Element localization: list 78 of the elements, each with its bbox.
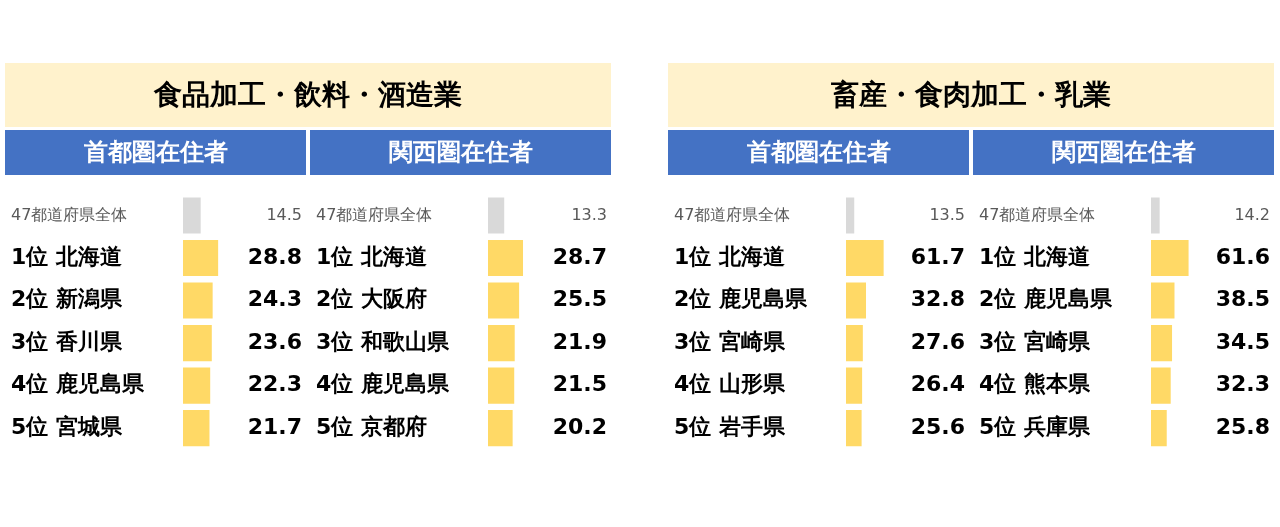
data-label: 61.7 bbox=[910, 243, 965, 269]
data-label: 14.2 bbox=[1234, 204, 1270, 224]
bar bbox=[488, 367, 515, 404]
bar bbox=[846, 239, 884, 277]
y-tick-label: 2位 新潟県 bbox=[11, 286, 123, 312]
data-label: 24.3 bbox=[247, 286, 302, 312]
chart-subtitle: 関西圏在住者 bbox=[973, 130, 1274, 175]
bar bbox=[1151, 282, 1175, 319]
data-label: 26.4 bbox=[910, 371, 965, 397]
y-tick-label: 47都道府県全体 bbox=[674, 204, 791, 224]
data-label: 28.7 bbox=[552, 243, 607, 269]
chart-subtitle: 首都圏在住者 bbox=[668, 130, 969, 175]
bar bbox=[183, 410, 210, 447]
data-label: 21.9 bbox=[552, 328, 607, 354]
data-label: 25.8 bbox=[1215, 413, 1270, 439]
data-label: 14.5 bbox=[266, 204, 302, 224]
bar bbox=[488, 282, 520, 319]
bar bbox=[1151, 367, 1171, 404]
chart-subtitle: 首都圏在住者 bbox=[5, 130, 306, 175]
y-tick-label: 5位 宮城県 bbox=[11, 413, 123, 439]
bar bbox=[488, 239, 524, 277]
y-tick-label: 5位 京都府 bbox=[316, 413, 427, 439]
y-tick-label: 4位 山形県 bbox=[674, 371, 786, 397]
bar bbox=[183, 239, 219, 277]
bar bbox=[846, 367, 863, 404]
y-tick-label: 1位 北海道 bbox=[674, 243, 785, 269]
y-tick-label: 2位 鹿児島県 bbox=[674, 286, 808, 312]
bar bbox=[488, 410, 513, 447]
data-label: 34.5 bbox=[1215, 328, 1270, 354]
bar bbox=[183, 282, 213, 319]
y-tick-label: 47都道府県全体 bbox=[316, 204, 433, 224]
data-label: 38.5 bbox=[1215, 286, 1270, 312]
bar bbox=[1151, 324, 1173, 362]
data-label: 25.6 bbox=[910, 413, 965, 439]
data-label: 21.7 bbox=[247, 413, 302, 439]
bar bbox=[488, 324, 515, 362]
y-tick-label: 1位 北海道 bbox=[11, 243, 122, 269]
text: 食品加工・飲料・酒造業 bbox=[5, 63, 611, 127]
y-tick-label: 1位 北海道 bbox=[979, 243, 1090, 269]
bar bbox=[183, 197, 201, 234]
bar bbox=[846, 197, 855, 234]
y-tick-label: 3位 宮崎県 bbox=[674, 328, 786, 354]
y-tick-label: 5位 兵庫県 bbox=[979, 413, 1091, 439]
y-tick-label: 4位 鹿児島県 bbox=[316, 371, 450, 397]
bar bbox=[488, 197, 505, 234]
data-label: 32.3 bbox=[1215, 371, 1270, 397]
data-label: 21.5 bbox=[552, 371, 607, 397]
data-label: 25.5 bbox=[552, 286, 607, 312]
bar bbox=[1151, 239, 1189, 277]
y-tick-label: 2位 大阪府 bbox=[316, 286, 427, 312]
y-tick-label: 2位 鹿児島県 bbox=[979, 286, 1113, 312]
y-tick-label: 47都道府県全体 bbox=[979, 204, 1096, 224]
y-tick-label: 47都道府県全体 bbox=[11, 204, 128, 224]
bar bbox=[846, 324, 863, 362]
data-label: 27.6 bbox=[910, 328, 965, 354]
y-tick-label: 5位 岩手県 bbox=[674, 413, 786, 439]
data-label: 13.3 bbox=[571, 204, 607, 224]
bar bbox=[183, 324, 212, 362]
bar bbox=[1151, 410, 1167, 447]
data-label: 13.5 bbox=[929, 204, 965, 224]
y-tick-label: 3位 宮崎県 bbox=[979, 328, 1091, 354]
y-tick-label: 4位 鹿児島県 bbox=[11, 371, 145, 397]
y-tick-label: 3位 香川県 bbox=[11, 328, 123, 354]
data-label: 28.8 bbox=[247, 243, 302, 269]
data-label: 32.8 bbox=[910, 286, 965, 312]
bar bbox=[1151, 197, 1160, 234]
bar bbox=[183, 367, 211, 404]
data-label: 23.6 bbox=[247, 328, 302, 354]
y-tick-label: 1位 北海道 bbox=[316, 243, 427, 269]
data-label: 22.3 bbox=[247, 371, 302, 397]
bar bbox=[846, 282, 867, 319]
data-label: 61.6 bbox=[1215, 243, 1270, 269]
text: 畜産・食肉加工・乳業 bbox=[668, 63, 1274, 127]
y-tick-label: 3位 和歌山県 bbox=[316, 328, 450, 354]
chart-subtitle: 関西圏在住者 bbox=[310, 130, 611, 175]
y-tick-label: 4位 熊本県 bbox=[979, 371, 1091, 397]
data-label: 20.2 bbox=[552, 413, 607, 439]
bar bbox=[846, 410, 862, 447]
